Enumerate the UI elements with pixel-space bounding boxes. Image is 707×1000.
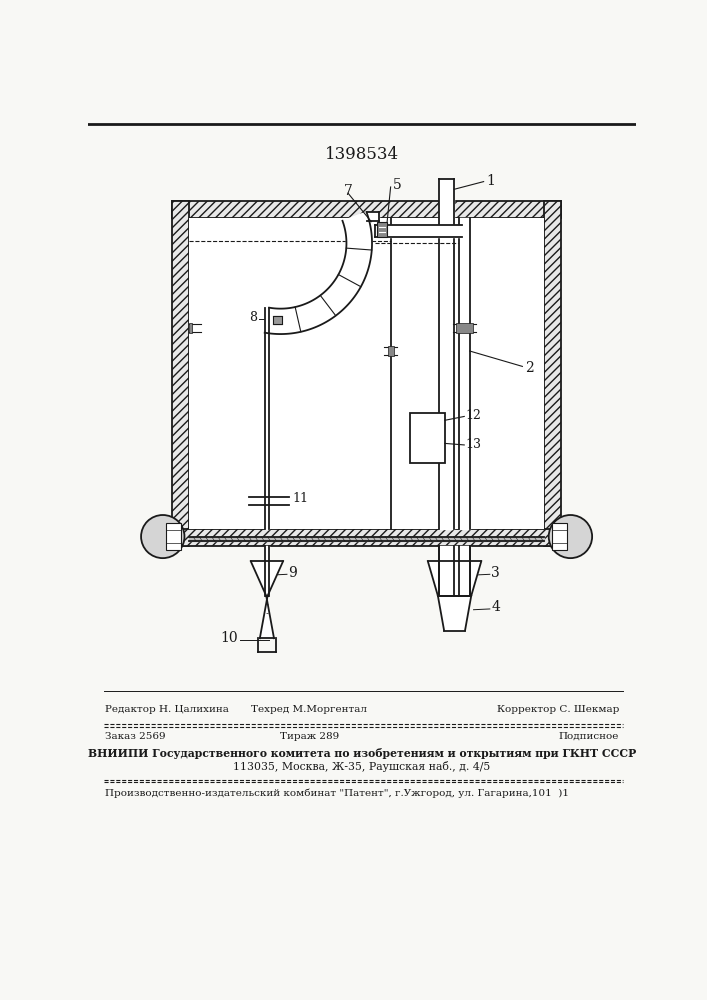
Text: Подписное: Подписное bbox=[559, 732, 619, 741]
Text: Редактор Н. Цалихина: Редактор Н. Цалихина bbox=[105, 705, 229, 714]
Bar bbox=[410, 413, 445, 463]
Bar bbox=[273, 316, 282, 324]
Text: 1: 1 bbox=[486, 174, 496, 188]
Circle shape bbox=[549, 515, 592, 558]
Text: Производственно-издательский комбинат "Патент", г.Ужгород, ул. Гагарина,101  )1: Производственно-издательский комбинат "П… bbox=[105, 788, 569, 798]
Text: 6: 6 bbox=[361, 219, 369, 232]
Text: Корректор С. Шекмар: Корректор С. Шекмар bbox=[497, 705, 619, 714]
Bar bbox=[166, 523, 182, 550]
Text: 9: 9 bbox=[288, 566, 297, 580]
Bar bbox=[387, 346, 394, 356]
Polygon shape bbox=[189, 537, 544, 541]
Text: Техред М.Моргентал: Техред М.Моргентал bbox=[251, 705, 367, 714]
Bar bbox=[456, 323, 473, 333]
Polygon shape bbox=[342, 212, 379, 221]
Bar bbox=[172, 201, 189, 546]
Text: Тираж 289: Тираж 289 bbox=[280, 732, 339, 741]
Polygon shape bbox=[375, 225, 462, 237]
Circle shape bbox=[141, 515, 185, 558]
Bar bbox=[172, 201, 561, 218]
Text: 8: 8 bbox=[250, 311, 257, 324]
Text: 5: 5 bbox=[393, 178, 402, 192]
Polygon shape bbox=[264, 212, 372, 334]
Polygon shape bbox=[260, 596, 274, 638]
Polygon shape bbox=[264, 308, 269, 529]
Text: 10: 10 bbox=[220, 631, 238, 645]
Bar bbox=[544, 201, 561, 546]
Text: 1398534: 1398534 bbox=[325, 146, 399, 163]
Text: 4: 4 bbox=[491, 600, 501, 614]
Polygon shape bbox=[264, 546, 269, 569]
Bar bbox=[378, 222, 387, 237]
Text: 3: 3 bbox=[491, 566, 500, 580]
Text: 2: 2 bbox=[525, 361, 534, 375]
Polygon shape bbox=[438, 596, 472, 631]
Text: 12: 12 bbox=[466, 409, 481, 422]
Polygon shape bbox=[440, 179, 454, 529]
Text: 113035, Москва, Ж-35, Раушская наб., д. 4/5: 113035, Москва, Ж-35, Раушская наб., д. … bbox=[233, 761, 491, 772]
Polygon shape bbox=[251, 561, 283, 596]
Polygon shape bbox=[428, 561, 481, 596]
Polygon shape bbox=[440, 546, 469, 596]
Text: 13: 13 bbox=[466, 438, 481, 451]
Text: 7: 7 bbox=[344, 184, 353, 198]
Bar bbox=[552, 523, 567, 550]
Bar bbox=[172, 529, 561, 546]
Text: Заказ 2569: Заказ 2569 bbox=[105, 732, 166, 741]
Text: ВНИИПИ Государственного комитета по изобретениям и открытиям при ГКНТ СССР: ВНИИПИ Государственного комитета по изоб… bbox=[88, 748, 636, 759]
Bar bbox=[189, 218, 544, 529]
Bar bbox=[189, 323, 192, 333]
Text: 11: 11 bbox=[293, 492, 308, 505]
Polygon shape bbox=[459, 218, 469, 529]
